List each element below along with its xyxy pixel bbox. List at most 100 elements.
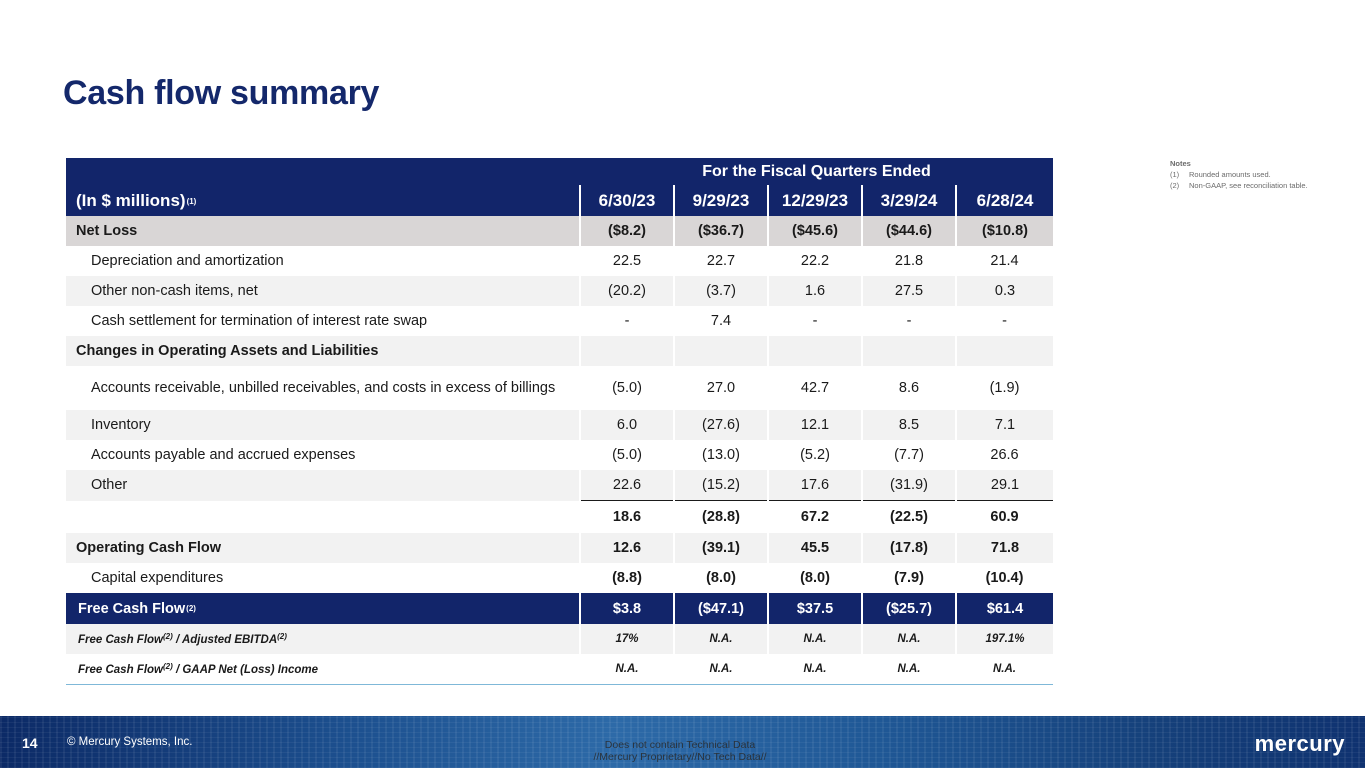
row-label: Accounts payable and accrued expenses bbox=[91, 447, 356, 463]
cell-value: (8.0) bbox=[706, 570, 736, 586]
row-label: Other bbox=[66, 470, 580, 501]
row-label: Depreciation and amortization bbox=[91, 253, 284, 269]
cell-value: 21.8 bbox=[894, 253, 924, 269]
fcf-row: Free Cash Flow(2) $3.8 ($47.1) $37.5 ($2… bbox=[66, 593, 1054, 624]
footer-bar: 14 © Mercury Systems, Inc. Does not cont… bbox=[0, 716, 1365, 768]
cell-value: ($10.8) bbox=[954, 216, 1054, 246]
cell-value: N.A. bbox=[861, 624, 956, 654]
cell-value: 6.0 bbox=[579, 410, 674, 440]
note-item: (2) Non-GAAP, see reconciliation table. bbox=[1170, 180, 1310, 191]
cell-value: ($45.6) bbox=[767, 216, 862, 246]
cell-value: (39.1) bbox=[673, 533, 768, 563]
cell-value: 45.5 bbox=[767, 533, 862, 563]
cell-value: 22.6 bbox=[579, 470, 674, 501]
cell-value: - bbox=[624, 313, 630, 329]
mercury-logo: mercury bbox=[1254, 731, 1345, 756]
cell-value: ($44.6) bbox=[861, 216, 956, 246]
other-row: Other 22.6 (15.2) 17.6 (31.9) 29.1 bbox=[66, 470, 1054, 501]
changes-heading-row: Changes in Operating Assets and Liabilit… bbox=[66, 336, 1054, 366]
cash-flow-table: For the Fiscal Quarters Ended (In $ mill… bbox=[66, 158, 1054, 685]
cell-value: $3.8 bbox=[579, 593, 674, 624]
row-label: Accounts receivable, unbilled receivable… bbox=[91, 380, 556, 396]
quarter-header: 6/28/24 bbox=[954, 185, 1054, 216]
cell-value: $61.4 bbox=[954, 593, 1054, 624]
cell-value: N.A. bbox=[862, 654, 956, 685]
receivables-row: Accounts receivable, unbilled receivable… bbox=[66, 366, 1053, 410]
quarter-header: 6/30/23 bbox=[579, 185, 674, 216]
cell-value: (31.9) bbox=[861, 470, 956, 501]
cell-value: 22.2 bbox=[800, 253, 830, 269]
other-noncash-row: Other non-cash items, net (20.2) (3.7) 1… bbox=[66, 276, 1054, 306]
row-label: Operating Cash Flow bbox=[66, 533, 580, 563]
cell-value: (7.7) bbox=[894, 447, 924, 463]
cell-value: (8.0) bbox=[800, 570, 830, 586]
disclaimer-line: //Mercury Proprietary//No Tech Data// bbox=[593, 751, 767, 763]
inventory-row: Inventory 6.0 (27.6) 12.1 8.5 7.1 bbox=[66, 410, 1054, 440]
cell-value: $37.5 bbox=[767, 593, 862, 624]
cell-value: 27.0 bbox=[706, 380, 736, 396]
cell-value: (10.4) bbox=[985, 570, 1024, 586]
cell-value: 1.6 bbox=[767, 276, 862, 306]
cell-value: 12.6 bbox=[579, 533, 674, 563]
note-text: Rounded amounts used. bbox=[1189, 170, 1271, 179]
cell-value: 67.2 bbox=[768, 500, 862, 533]
column-header-row: (In $ millions)(1) 6/30/23 9/29/23 12/29… bbox=[66, 185, 1054, 216]
capex-row: Capital expenditures (8.8) (8.0) (8.0) (… bbox=[66, 563, 1053, 593]
cell-value: - bbox=[1002, 313, 1007, 329]
note-number: (2) bbox=[1170, 181, 1180, 190]
footer-texture bbox=[0, 716, 1365, 768]
notes-heading: Notes bbox=[1170, 159, 1191, 168]
cell-value: 8.5 bbox=[861, 410, 956, 440]
period-header: For the Fiscal Quarters Ended bbox=[580, 158, 1054, 185]
cell-value: (3.7) bbox=[673, 276, 768, 306]
disclaimer-line: Does not contain Technical Data bbox=[604, 739, 756, 751]
cell-value: 22.7 bbox=[706, 253, 736, 269]
period-header-row: For the Fiscal Quarters Ended bbox=[66, 158, 1054, 185]
cell-value: 7.1 bbox=[954, 410, 1054, 440]
cell-value: (15.2) bbox=[673, 470, 768, 501]
cell-value: (7.9) bbox=[894, 570, 924, 586]
row-label: Free Cash Flow(2) / GAAP Net (Loss) Inco… bbox=[66, 654, 580, 685]
cell-value: 0.3 bbox=[954, 276, 1054, 306]
cell-value: 26.6 bbox=[990, 447, 1019, 463]
cell-value: (13.0) bbox=[702, 447, 740, 463]
cell-value: 8.6 bbox=[898, 380, 920, 396]
fcf-ebitda-row: Free Cash Flow(2) / Adjusted EBITDA(2) 1… bbox=[66, 624, 1054, 654]
quarter-header: 9/29/23 bbox=[673, 185, 768, 216]
units-label: (In $ millions)(1) bbox=[66, 185, 580, 216]
cell-value: (5.0) bbox=[612, 380, 642, 396]
ocf-row: Operating Cash Flow 12.6 (39.1) 45.5 (17… bbox=[66, 533, 1054, 563]
fcf-gaap-row: Free Cash Flow(2) / GAAP Net (Loss) Inco… bbox=[66, 654, 1054, 685]
cell-value: 27.5 bbox=[861, 276, 956, 306]
cell-value: ($36.7) bbox=[673, 216, 768, 246]
cell-value: 21.4 bbox=[990, 253, 1019, 269]
swap-row: Cash settlement for termination of inter… bbox=[66, 306, 1053, 336]
cell-value: (28.8) bbox=[674, 500, 768, 533]
cell-value: 197.1% bbox=[954, 624, 1054, 654]
dep-amort-row: Depreciation and amortization 22.5 22.7 … bbox=[66, 246, 1053, 276]
cell-value: (1.9) bbox=[989, 380, 1020, 396]
cell-value: (20.2) bbox=[579, 276, 674, 306]
cell-value: N.A. bbox=[767, 624, 862, 654]
cell-value: - bbox=[906, 313, 912, 329]
cell-value: N.A. bbox=[674, 654, 768, 685]
note-item: (1) Rounded amounts used. bbox=[1170, 169, 1310, 180]
row-label: Cash settlement for termination of inter… bbox=[91, 313, 428, 329]
section-heading: Changes in Operating Assets and Liabilit… bbox=[66, 336, 580, 366]
cell-value: 42.7 bbox=[800, 380, 830, 396]
subtotal-row: 18.6 (28.8) 67.2 (22.5) 60.9 bbox=[66, 500, 1054, 533]
fcf-note: (2) bbox=[186, 603, 196, 613]
disclaimer: Does not contain Technical Data //Mercur… bbox=[560, 739, 800, 763]
page-number: 14 bbox=[22, 735, 38, 751]
row-label: Free Cash Flow(2) bbox=[66, 593, 580, 624]
payables-row: Accounts payable and accrued expenses (5… bbox=[66, 440, 1053, 470]
cell-value: 22.5 bbox=[612, 253, 642, 269]
cell-value: 18.6 bbox=[580, 500, 674, 533]
cell-value: 7.4 bbox=[710, 313, 732, 329]
net-loss-row: Net Loss ($8.2) ($36.7) ($45.6) ($44.6) … bbox=[66, 216, 1054, 246]
cell-value: N.A. bbox=[673, 624, 768, 654]
row-label: Free Cash Flow(2) / Adjusted EBITDA(2) bbox=[66, 624, 580, 654]
cell-value: N.A. bbox=[580, 654, 674, 685]
cell-value: (5.0) bbox=[612, 447, 642, 463]
notes-panel: Notes (1) Rounded amounts used. (2) Non-… bbox=[1170, 158, 1310, 191]
